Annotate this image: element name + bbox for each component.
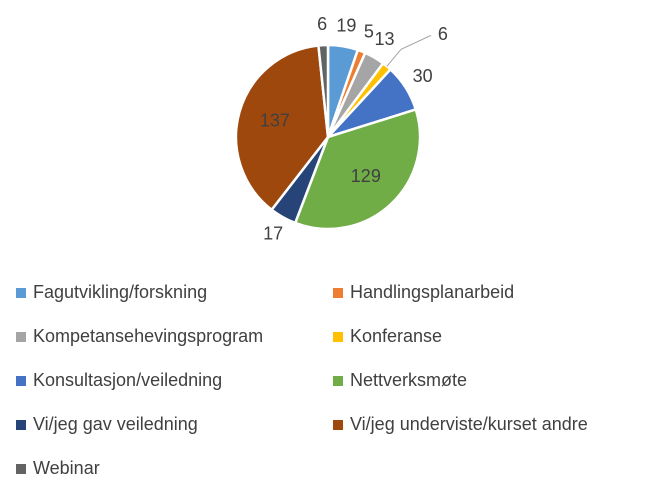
- legend-label: Fagutvikling/forskning: [33, 282, 207, 302]
- data-label: 6: [438, 24, 448, 44]
- legend-swatch: [16, 288, 26, 298]
- legend-label: Nettverksmøte: [350, 370, 467, 390]
- legend-label: Konferanse: [350, 326, 442, 346]
- data-label: 6: [317, 14, 327, 34]
- data-label: 30: [413, 66, 433, 86]
- legend-swatch: [333, 420, 343, 430]
- legend-swatch: [16, 376, 26, 386]
- legend-label: Handlingsplanarbeid: [350, 282, 514, 302]
- legend-swatch: [16, 332, 26, 342]
- data-label: 129: [351, 166, 381, 186]
- legend-label: Konsultasjon/veiledning: [33, 370, 222, 390]
- legend-swatch: [16, 464, 26, 474]
- pie-slice: [317, 43, 330, 138]
- legend-label: Vi/jeg underviste/kurset andre: [350, 414, 588, 434]
- data-label: 13: [375, 29, 395, 49]
- pie-slice: [234, 44, 330, 212]
- legend-swatch: [333, 376, 343, 386]
- pie-slice: [293, 107, 422, 231]
- data-label: 137: [260, 111, 290, 131]
- data-label: 19: [336, 15, 356, 35]
- leader-line: [386, 34, 432, 67]
- legend-swatch: [16, 420, 26, 430]
- legend-swatch: [333, 332, 343, 342]
- legend-label: Kompetansehevingsprogram: [33, 326, 263, 346]
- data-label: 17: [263, 223, 283, 243]
- legend-swatch: [333, 288, 343, 298]
- legend-label: Webinar: [33, 458, 100, 478]
- data-label: 5: [364, 21, 374, 41]
- legend-label: Vi/jeg gav veiledning: [33, 414, 198, 434]
